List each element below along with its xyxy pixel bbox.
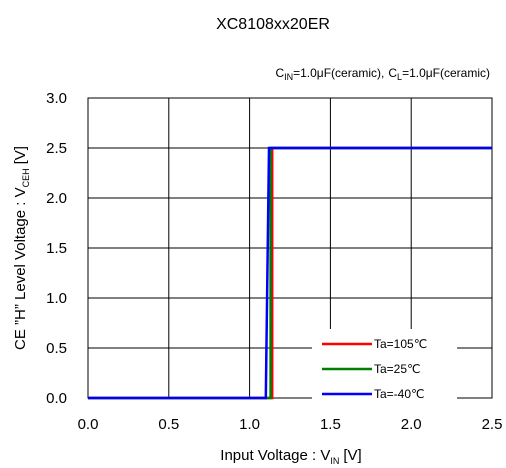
y-tick-label: 1.0: [46, 290, 67, 307]
y-axis-label-sub: CEH: [21, 168, 31, 187]
legend: Ta=105℃ Ta=25℃ Ta=-40℃: [312, 329, 457, 404]
x-tick-label: 0.5: [158, 416, 179, 433]
x-axis-label-unit: [V]: [343, 447, 361, 464]
x-tick-label: 2.0: [401, 416, 422, 433]
x-tick-label: 0.0: [78, 416, 99, 433]
series-line-3: [88, 146, 492, 400]
legend-label: Ta=-40℃: [374, 387, 425, 401]
cl-subscript: L: [397, 72, 402, 82]
y-tick-label: 0.0: [46, 390, 67, 407]
x-tick-labels: 0.0 0.5 1.0 1.5 2.0 2.5: [78, 416, 503, 433]
x-tick-label: 1.5: [320, 416, 341, 433]
y-axis-label-unit: [V]: [12, 146, 29, 164]
y-tick-label: 1.5: [46, 240, 67, 257]
cin-value: =1.0μF(ceramic),: [293, 66, 384, 80]
x-axis-label-main: Input Voltage : V: [220, 447, 330, 464]
y-tick-labels: 0.0 0.5 1.0 1.5 2.0 2.5 3.0: [46, 90, 67, 407]
legend-label: Ta=105℃: [374, 337, 427, 351]
legend-box: [312, 329, 457, 404]
x-axis-label: Input Voltage : VIN [V]: [220, 447, 361, 466]
y-axis-label: CE ”H” Level Voltage : VCEH [V]: [12, 146, 31, 350]
cin-symbol: C: [275, 66, 284, 80]
series-lines: [88, 146, 492, 400]
cin-subscript: IN: [284, 72, 293, 82]
plot-frame: [87, 97, 493, 399]
y-axis-label-main: CE ”H” Level Voltage : V: [12, 187, 29, 350]
legend-label: Ta=25℃: [374, 362, 421, 376]
legend-items: Ta=105℃ Ta=25℃ Ta=-40℃: [322, 337, 427, 401]
y-tick-label: 0.5: [46, 340, 67, 357]
chart-title: XC8108xx20ER: [216, 16, 330, 33]
test-conditions: CIN=1.0μF(ceramic), CL=1.0μF(ceramic): [275, 66, 490, 82]
y-tick-label: 2.0: [46, 190, 67, 207]
cl-symbol: C: [388, 66, 397, 80]
y-tick-label: 3.0: [46, 90, 67, 107]
cl-value: =1.0μF(ceramic): [402, 66, 490, 80]
x-axis-label-sub: IN: [330, 456, 339, 466]
x-tick-label: 1.0: [239, 416, 260, 433]
x-tick-label: 2.5: [482, 416, 503, 433]
y-tick-label: 2.5: [46, 140, 67, 157]
